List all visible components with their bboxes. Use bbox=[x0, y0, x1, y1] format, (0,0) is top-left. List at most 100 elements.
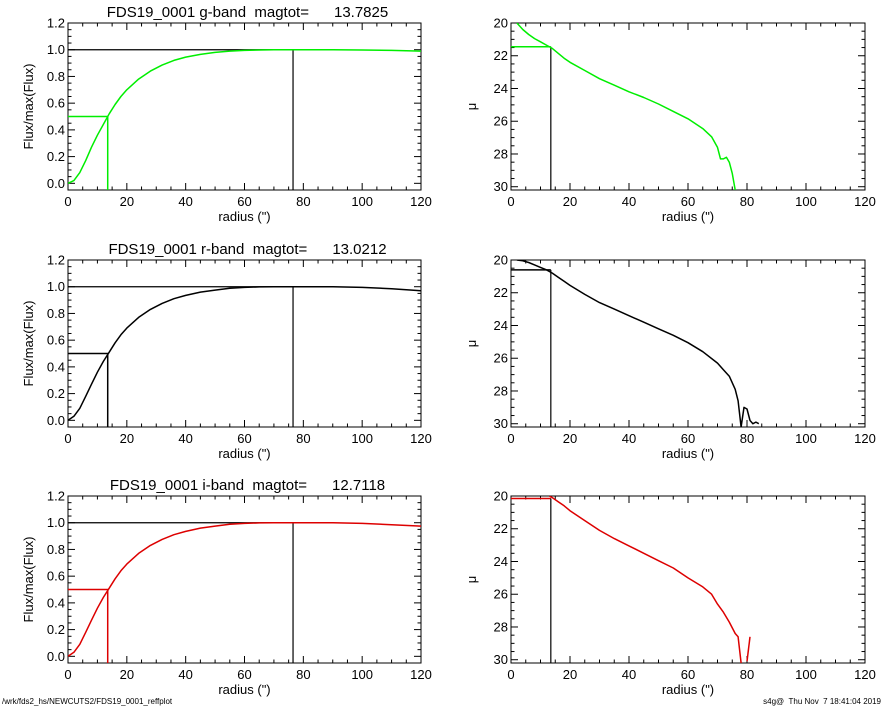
y-tick-label: 0.8 bbox=[47, 542, 65, 557]
x-axis-label: radius (") bbox=[218, 682, 270, 697]
y-tick-label: 26 bbox=[494, 587, 508, 602]
x-tick-label: 20 bbox=[563, 194, 577, 209]
x-tick-label: 120 bbox=[854, 431, 876, 446]
x-tick-label: 100 bbox=[795, 431, 817, 446]
y-tick-label: 28 bbox=[494, 383, 508, 398]
y-tick-label: 0.0 bbox=[47, 413, 65, 428]
plot-frame bbox=[67, 259, 422, 428]
x-axis-label: radius (") bbox=[662, 446, 714, 461]
y-tick-label: 28 bbox=[494, 146, 508, 161]
series-line-1 bbox=[68, 285, 421, 421]
y-tick-label: 1.2 bbox=[47, 16, 65, 31]
chart-panel-3: 0 20 40 60 80 100 120 0.0 0.2 0.4 0.6 0.8 1.0 1.2 radi… bbox=[21, 241, 432, 461]
chart-panel-2: 0 20 40 60 80 100 120 20 22 24 26 28 30 radius (") μ bbox=[464, 16, 876, 225]
y-axis-label: μ bbox=[464, 340, 479, 348]
y-tick-label: 0.6 bbox=[47, 96, 65, 111]
x-tick-label: 60 bbox=[237, 667, 251, 682]
y-axis-label: μ bbox=[464, 103, 479, 111]
chart-panel-4: 0 20 40 60 80 100 120 20 22 24 26 28 30 radius (") μ bbox=[464, 253, 876, 462]
x-tick-label: 120 bbox=[854, 194, 876, 209]
x-tick-label: 60 bbox=[237, 194, 251, 209]
x-tick-label: 120 bbox=[410, 431, 432, 446]
plot-frame bbox=[510, 495, 866, 664]
x-tick-label: 80 bbox=[296, 431, 310, 446]
y-axis-label: Flux/max(Flux) bbox=[21, 64, 36, 150]
y-tick-label: 0.8 bbox=[47, 69, 65, 84]
y-tick-label: 30 bbox=[494, 179, 508, 194]
plot-frame bbox=[67, 495, 422, 664]
x-axis-label: radius (") bbox=[218, 446, 270, 461]
x-axis-label: radius (") bbox=[662, 682, 714, 697]
y-tick-label: 1.0 bbox=[47, 42, 65, 57]
x-tick-label: 0 bbox=[64, 194, 71, 209]
series-line-1 bbox=[68, 521, 421, 657]
y-tick-label: 0.2 bbox=[47, 149, 65, 164]
x-tick-label: 100 bbox=[351, 194, 373, 209]
data-layer bbox=[68, 521, 421, 663]
series-line-1 bbox=[549, 496, 742, 663]
y-tick-label: 1.0 bbox=[47, 515, 65, 530]
x-tick-label: 120 bbox=[854, 667, 876, 682]
x-tick-label: 0 bbox=[64, 431, 71, 446]
y-axis-label: Flux/max(Flux) bbox=[21, 537, 36, 623]
y-axis-label: Flux/max(Flux) bbox=[21, 301, 36, 387]
x-tick-label: 40 bbox=[622, 667, 636, 682]
y-tick-label: 1.0 bbox=[47, 279, 65, 294]
y-tick-label: 22 bbox=[494, 48, 508, 63]
total-radius-marker bbox=[68, 522, 294, 663]
series-line-1 bbox=[746, 636, 751, 662]
y-tick-label: 30 bbox=[494, 416, 508, 431]
x-tick-label: 80 bbox=[740, 431, 754, 446]
data-layer bbox=[511, 496, 751, 663]
x-tick-label: 60 bbox=[237, 431, 251, 446]
x-tick-label: 40 bbox=[622, 194, 636, 209]
x-tick-label: 40 bbox=[178, 667, 192, 682]
panel-title: FDS19_0001 i-band magtot= 12.7118 bbox=[110, 477, 385, 494]
panel-title: FDS19_0001 r-band magtot= 13.0212 bbox=[108, 241, 386, 258]
data-layer bbox=[68, 285, 421, 427]
y-tick-label: 28 bbox=[494, 619, 508, 634]
x-tick-label: 20 bbox=[120, 431, 134, 446]
x-tick-label: 0 bbox=[507, 431, 514, 446]
x-tick-label: 20 bbox=[563, 431, 577, 446]
x-tick-label: 60 bbox=[681, 194, 695, 209]
x-tick-label: 40 bbox=[178, 431, 192, 446]
y-tick-label: 0.6 bbox=[47, 333, 65, 348]
data-layer bbox=[511, 260, 760, 427]
x-tick-label: 20 bbox=[120, 667, 134, 682]
x-tick-label: 0 bbox=[507, 667, 514, 682]
x-tick-label: 60 bbox=[681, 431, 695, 446]
y-tick-label: 26 bbox=[494, 351, 508, 366]
y-tick-label: 24 bbox=[494, 318, 508, 333]
y-tick-label: 30 bbox=[494, 652, 508, 667]
total-radius-marker bbox=[68, 49, 294, 190]
chart-panel-1: 0 20 40 60 80 100 120 0.0 0.2 0.4 0.6 0.8 1.0 1.2 radi… bbox=[21, 4, 432, 224]
series-line-1 bbox=[68, 48, 421, 184]
x-tick-label: 0 bbox=[507, 194, 514, 209]
y-tick-label: 20 bbox=[494, 16, 508, 31]
footer-file-path: /wrk/fds2_hs/NEWCUTS2/FDS19_0001_reffplo… bbox=[2, 697, 173, 706]
x-tick-label: 100 bbox=[351, 431, 373, 446]
y-tick-label: 1.2 bbox=[47, 253, 65, 268]
x-tick-label: 80 bbox=[740, 667, 754, 682]
x-tick-label: 100 bbox=[351, 667, 373, 682]
x-tick-label: 120 bbox=[410, 667, 432, 682]
data-layer bbox=[511, 23, 736, 190]
y-tick-label: 0.4 bbox=[47, 595, 65, 610]
x-tick-label: 60 bbox=[681, 667, 695, 682]
footer-timestamp: s4g@ Thu Nov 7 18:41:04 2019 bbox=[763, 697, 881, 706]
y-tick-label: 0.0 bbox=[47, 176, 65, 191]
y-tick-label: 22 bbox=[494, 285, 508, 300]
x-tick-label: 120 bbox=[410, 194, 432, 209]
x-tick-label: 80 bbox=[296, 194, 310, 209]
x-tick-label: 80 bbox=[740, 194, 754, 209]
y-tick-label: 0.4 bbox=[47, 122, 65, 137]
plot-frame bbox=[67, 22, 422, 191]
data-layer bbox=[68, 48, 421, 190]
y-tick-label: 26 bbox=[494, 114, 508, 129]
series-line-1 bbox=[516, 260, 760, 427]
y-tick-label: 1.2 bbox=[47, 489, 65, 504]
x-tick-label: 0 bbox=[64, 667, 71, 682]
y-tick-label: 20 bbox=[494, 253, 508, 268]
